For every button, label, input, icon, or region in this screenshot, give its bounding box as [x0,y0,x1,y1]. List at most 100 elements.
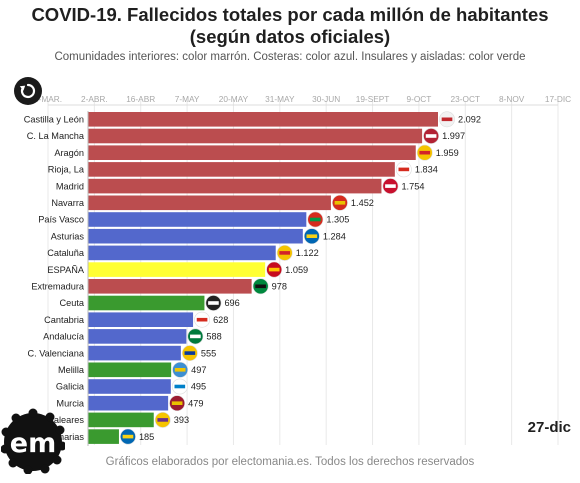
value-label: 1.959 [436,148,459,158]
bar [88,162,395,177]
value-label: 978 [272,282,287,292]
category-label: C. La Mancha [27,131,85,141]
bar [88,195,331,211]
bar [88,412,154,428]
bar [88,212,307,227]
flag-band [208,301,219,305]
bar [88,145,416,160]
bar [88,345,181,361]
value-label: 555 [201,348,216,358]
category-label: Castilla y León [24,115,84,125]
timeline-tick-label: 8-MAR. [34,94,62,104]
value-label: 497 [191,365,206,375]
timeline-tick-label: 20-MAY [219,94,249,104]
bar [88,312,194,327]
flag-asturias-icon [303,228,320,245]
value-label: 1.284 [323,231,346,241]
timeline-tick-label: 16-ABR [126,94,155,104]
category-label: Murcia [56,398,84,408]
timeline-tick-label: 7-MAY [175,94,200,104]
flag-galicia-icon [171,378,188,395]
flag-band [279,251,291,255]
flag-andalucia-icon [187,328,204,345]
flag-band [385,184,396,188]
category-label: Andalucía [43,332,85,342]
flag-murcia-icon [169,395,186,412]
replay-button[interactable] [14,77,42,105]
bar [88,128,423,144]
value-label: 1.305 [326,215,349,225]
bar [88,429,119,444]
category-label: Extremadura [31,282,84,292]
bar [88,228,303,244]
replay-icon [19,83,36,99]
value-label: 1.754 [401,181,424,191]
category-label: C. Valenciana [27,348,84,358]
current-date-label: 27-dic [527,419,571,436]
flag-baleares-icon [154,411,171,428]
category-label: Canarias [47,432,84,442]
electomania-logo: em [1,408,65,474]
bar [88,395,169,411]
category-label: Aragón [54,148,84,158]
flag-band [425,134,437,138]
value-label: 1.452 [351,198,374,208]
category-label: Galicia [56,382,85,392]
value-label: 1.997 [442,131,465,141]
logo-text: em [10,428,56,459]
bar [88,362,172,378]
flag-band [334,201,346,205]
flag-valenciana-icon [181,345,198,361]
bar [88,262,266,277]
flag-canarias-icon [120,428,136,445]
category-label: Melilla [58,365,85,375]
category-label: Baleares [48,415,85,425]
timeline-tick-label: 9-OCT [406,94,431,104]
category-label: Asturias [51,231,85,241]
timeline-tick-label: 8-NOV [499,94,525,104]
category-label: Ceuta [59,298,84,308]
flag-madrid-icon [382,178,399,194]
flag-band [184,351,196,355]
category-label: Madrid [56,181,84,191]
flag-extremadura-icon [252,278,269,295]
flag-castilla-leon-icon [439,111,455,128]
category-label: País Vasco [38,215,84,225]
value-label: 1.834 [415,165,438,175]
flag-melilla-icon [172,361,189,378]
flag-band [419,150,431,155]
value-label: 588 [206,332,221,342]
flag-aragon-icon [416,144,433,161]
flag-band [122,434,134,439]
flag-la-rioja-icon [395,161,412,178]
category-label: ESPAÑA [47,265,84,275]
flag-cantabria-icon [194,311,210,328]
flag-ceuta-icon [205,295,222,311]
value-label: 393 [174,415,189,425]
value-label: 696 [224,298,239,308]
chart-subtitle: Comunidades interiores: color marrón. Co… [54,51,526,63]
flag-band [174,368,186,372]
value-label: 628 [213,315,228,325]
flag-band [441,117,453,122]
flag-band [174,384,186,389]
value-label: 495 [191,382,206,392]
footer-credit: Gráficos elaborados por electomania.es. … [105,456,475,468]
category-label: Cantabria [44,315,85,325]
bar [88,329,187,344]
value-label: 2.092 [458,115,481,125]
bar [88,178,382,194]
timeline-tick-label: 30-JUN [312,94,340,104]
flag-cataluna-icon [276,244,293,261]
chart-title: COVID-19. Fallecidos totales por cada mi… [31,4,549,47]
timeline-tick-label: 31-MAY [265,94,295,104]
flag-band [190,334,201,339]
flag-band [255,284,266,289]
flag-band [268,267,280,272]
flag-pais-vasco-icon [307,211,324,228]
flag-castilla-la-mancha-icon [423,128,440,144]
bar [88,379,171,394]
flag-band [398,167,410,172]
timeline-tick-label: 19-SEPT [356,94,390,104]
